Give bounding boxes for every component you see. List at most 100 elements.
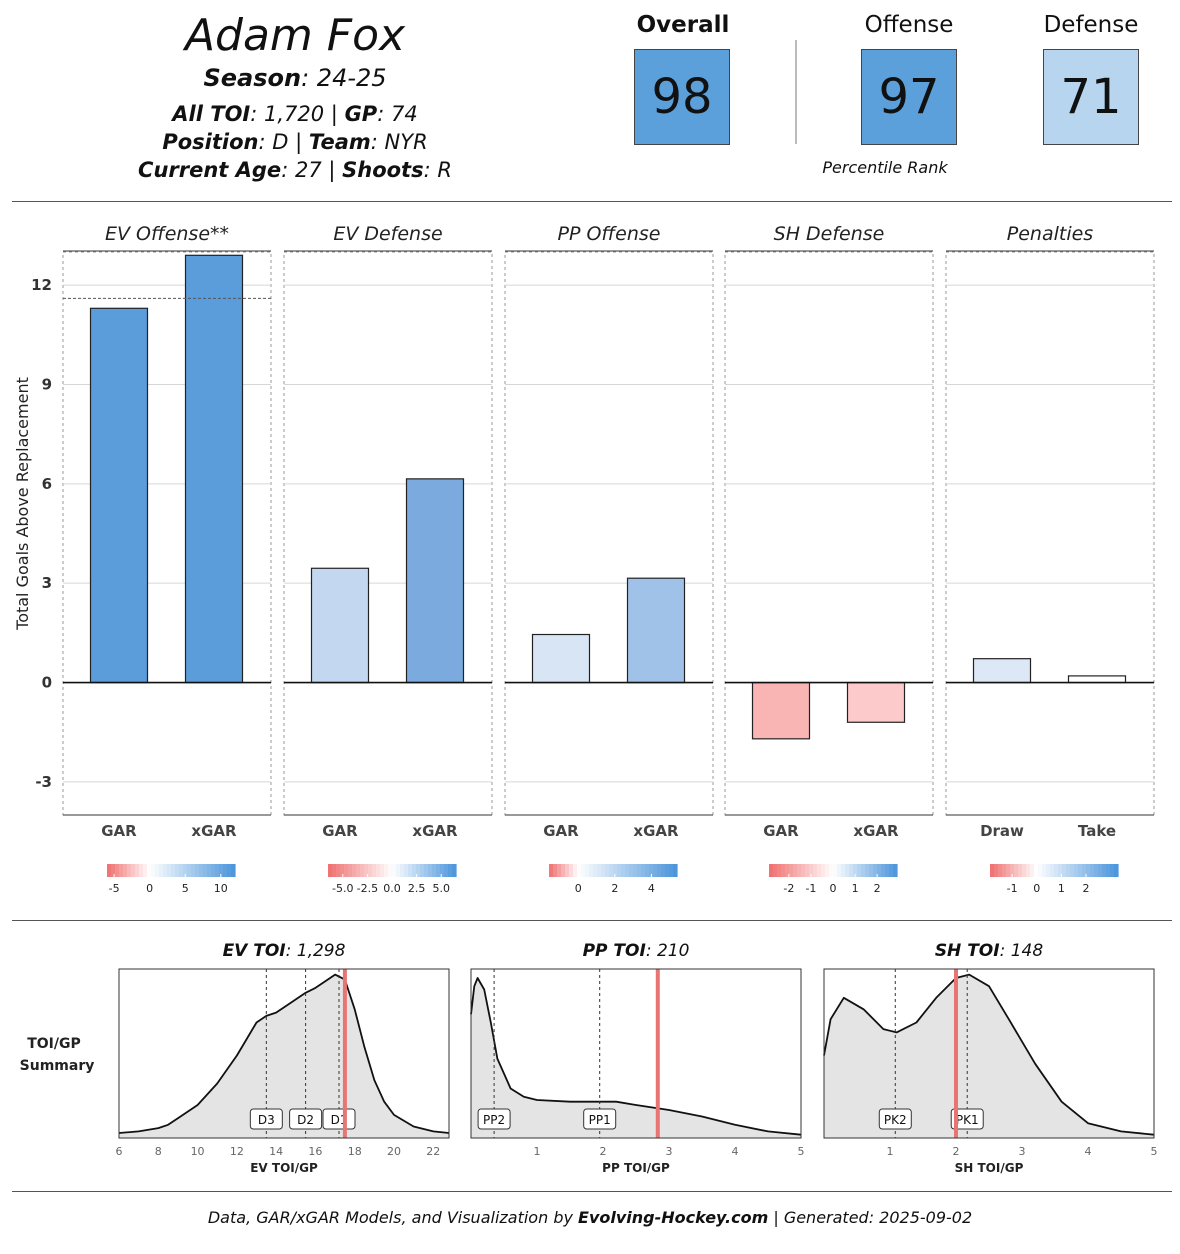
legend-swatch — [637, 864, 642, 877]
x-axis-label: EV TOI/GP — [250, 1161, 318, 1175]
legend-swatch — [223, 864, 228, 877]
legend-swatch — [1082, 864, 1087, 877]
legend-swatch — [789, 864, 794, 877]
panel-title: PP Offense — [558, 223, 661, 245]
legend-swatch — [360, 864, 365, 877]
tier-marker-box — [322, 1108, 356, 1130]
legend-swatch — [613, 864, 618, 877]
legend-swatch — [645, 864, 650, 877]
bar — [846, 681, 906, 723]
y-tick-label: 12 — [31, 276, 52, 294]
legend-tick-label: -1 — [1007, 882, 1018, 895]
x-tick-label: xGAR — [191, 822, 237, 840]
legend-swatch — [1050, 864, 1055, 877]
y-axis-label: Total Goals Above Replacement — [13, 377, 32, 631]
tier-marker-box — [583, 1108, 617, 1130]
legend-swatch — [549, 864, 554, 877]
legend-swatch — [1026, 864, 1031, 877]
percentile-rank-caption: Percentile Rank — [822, 158, 948, 177]
rank-divider — [795, 40, 797, 144]
legend-swatch — [408, 864, 413, 877]
legend-swatch — [436, 864, 441, 877]
legend-swatch — [348, 864, 353, 877]
legend-swatch — [581, 864, 586, 877]
team-label: Team — [308, 130, 371, 154]
legend-tick-label: -5 — [109, 882, 120, 895]
x-tick-label: 3 — [1019, 1145, 1026, 1158]
legend-swatch — [569, 864, 574, 877]
footer-divider — [12, 1191, 1172, 1192]
legend-swatch — [853, 864, 858, 877]
legend-tick-label: 1 — [852, 882, 859, 895]
legend-swatch — [593, 864, 598, 877]
toi-panel: PP TOI: 210 PP2 PP1 1 2 3 4 5 PP TOI/GP — [470, 941, 805, 1175]
legend-swatch — [649, 864, 654, 877]
legend-swatch — [869, 864, 874, 877]
x-tick-label: 2 — [600, 1145, 607, 1158]
legend-swatch — [1034, 864, 1039, 877]
legend-swatch — [773, 864, 778, 877]
legend-swatch — [657, 864, 662, 877]
legend-swatch — [139, 864, 144, 877]
x-tick-label: GAR — [322, 822, 358, 840]
legend-swatch — [396, 864, 401, 877]
x-tick-label: 14 — [269, 1145, 283, 1158]
bar — [972, 658, 1032, 684]
legend-swatch — [821, 864, 826, 877]
legend-swatch — [609, 864, 614, 877]
tier-marker-box — [477, 1108, 511, 1130]
legend-tick-label: 0 — [575, 882, 582, 895]
legend-swatch — [440, 864, 445, 877]
panel-frame — [283, 251, 493, 816]
legend-tick-label: 1 — [1058, 882, 1065, 895]
legend-swatch — [841, 864, 846, 877]
legend-swatch — [861, 864, 866, 877]
x-tick-label: Draw — [980, 822, 1024, 840]
tier-marker-label: PK1 — [956, 1113, 979, 1127]
legend-swatch — [227, 864, 232, 877]
bar — [531, 633, 591, 684]
legend-swatch — [797, 864, 802, 877]
legend-swatch — [211, 864, 216, 877]
season-value: 24-25 — [316, 64, 387, 92]
row-label: Summary — [20, 1058, 95, 1074]
legend-swatch — [376, 864, 381, 877]
panel-frame — [118, 968, 450, 1139]
gar-panel: EV Offense** GAR xGAR -5 0 5 10 — [62, 223, 272, 895]
tier-marker-box — [289, 1108, 323, 1130]
legend-swatch — [1022, 864, 1027, 877]
x-tick-label: 2 — [953, 1145, 960, 1158]
toi-label: All TOI — [172, 102, 251, 126]
legend-swatch — [573, 864, 578, 877]
gar-panel: Penalties Draw Take -1 0 1 2 — [945, 223, 1155, 895]
legend-swatch — [392, 864, 397, 877]
x-tick-label: 1 — [887, 1145, 894, 1158]
legend-swatch — [990, 864, 995, 877]
toi-panel: SH TOI: 148 PK2 PK1 1 2 3 4 5 SH TOI/GP — [823, 941, 1158, 1175]
legend-tick-label: 2 — [874, 882, 881, 895]
legend-swatch — [1090, 864, 1095, 877]
x-tick-label: 22 — [426, 1145, 440, 1158]
legend-swatch — [825, 864, 830, 877]
legend-tick-label: -1 — [805, 882, 816, 895]
legend-swatch — [857, 864, 862, 877]
panel-frame — [62, 251, 272, 816]
density-area — [824, 974, 1154, 1138]
bar — [751, 681, 811, 740]
x-axis-label: PP TOI/GP — [602, 1161, 670, 1175]
panel-frame — [504, 251, 714, 816]
legend-swatch — [131, 864, 136, 877]
legend-swatch — [813, 864, 818, 877]
x-tick-label: GAR — [543, 822, 579, 840]
legend-swatch — [123, 864, 128, 877]
panel-title-bold: SH TOI — [935, 941, 1000, 961]
legend-swatch — [1010, 864, 1015, 877]
legend-swatch — [404, 864, 409, 877]
legend-swatch — [356, 864, 361, 877]
legend-swatch — [143, 864, 148, 877]
legend-swatch — [625, 864, 630, 877]
age-value: 27 — [294, 158, 322, 182]
tier-marker-box — [950, 1108, 984, 1130]
legend-swatch — [801, 864, 806, 877]
legend-swatch — [1086, 864, 1091, 877]
